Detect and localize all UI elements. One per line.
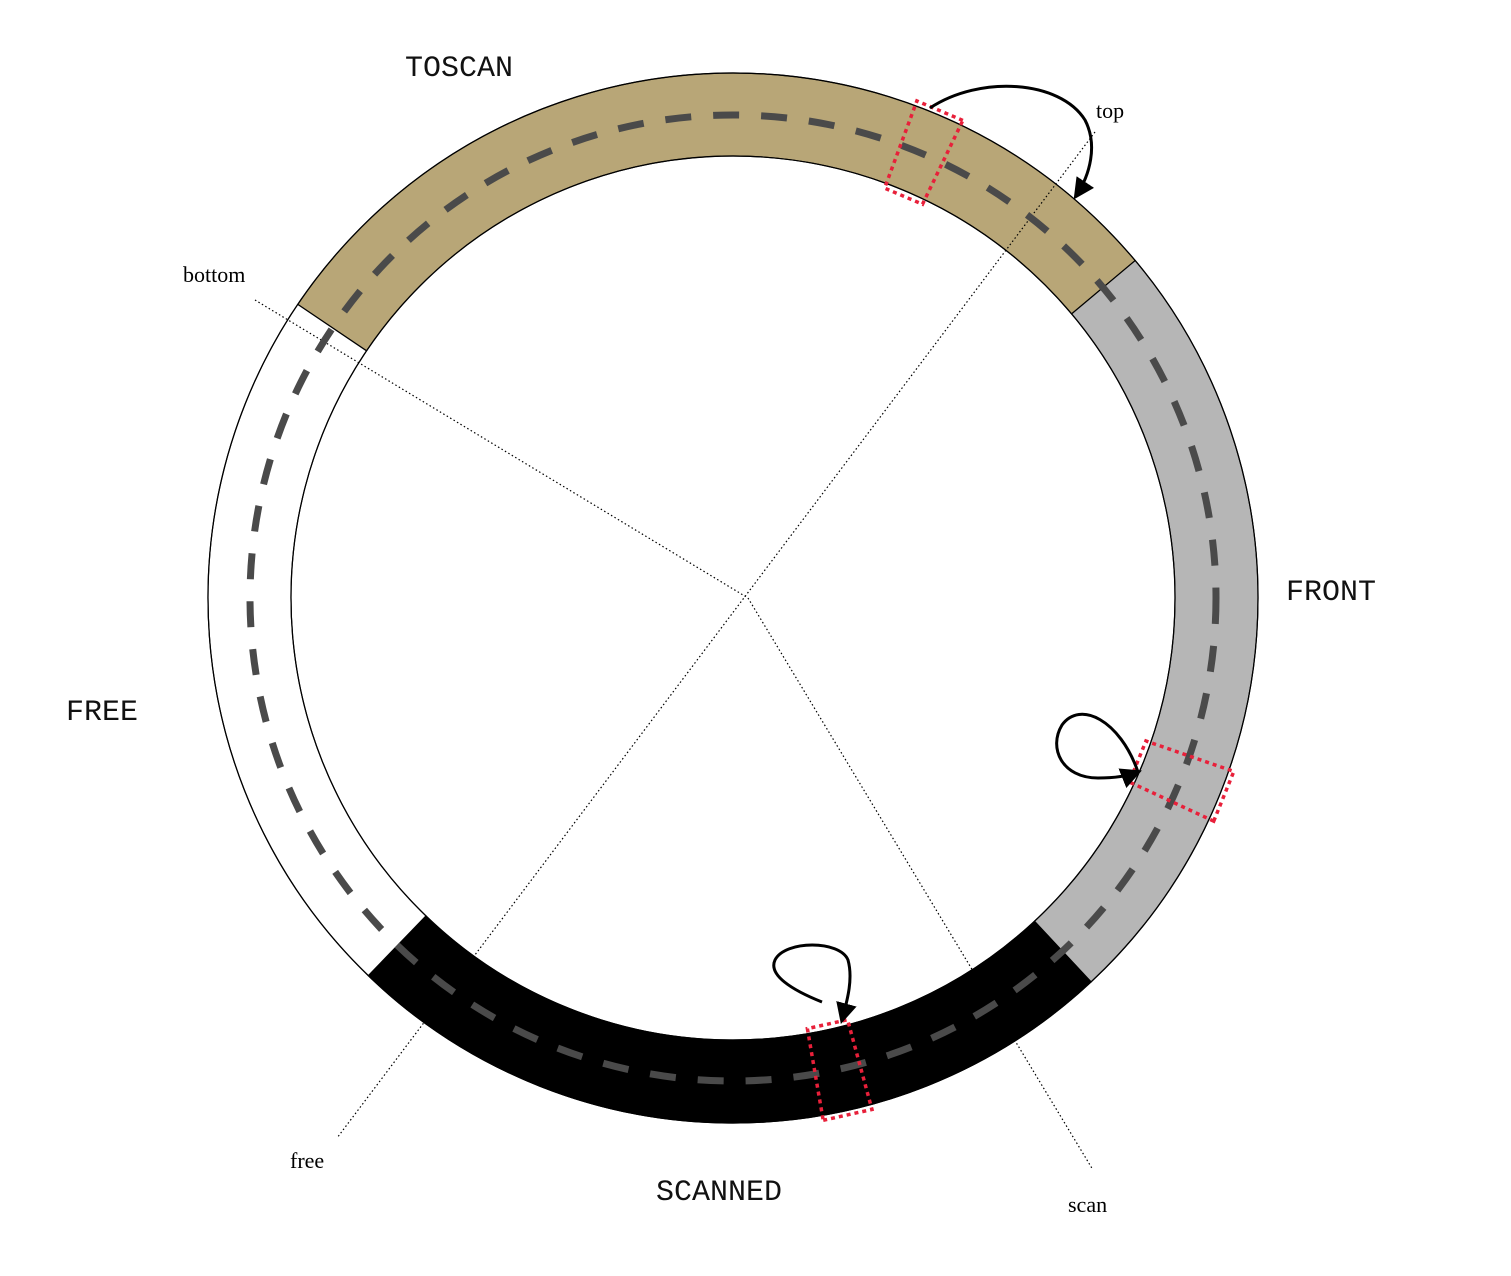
front-segment	[1033, 259, 1259, 983]
front-slot-marker	[1127, 738, 1237, 824]
dashed-track	[246, 111, 1220, 1085]
scanned-segment	[367, 915, 1092, 1124]
bottom-pointer-label: bottom	[183, 262, 245, 287]
bottom-scan-divider-line	[254, 299, 749, 599]
toscan-to-front-arrow	[929, 84, 1095, 200]
ring-outer-edge	[207, 72, 1259, 1124]
scanned-label: SCANNED	[656, 1176, 782, 1210]
toscan-label: TOSCAN	[405, 52, 513, 86]
free-label: FREE	[66, 696, 138, 730]
free-pointer-label: free	[290, 1148, 324, 1173]
free-segment	[207, 303, 427, 977]
front-self-loop-arrow	[1055, 712, 1142, 788]
scanned-self-loop-arrow	[772, 943, 857, 1025]
scan-pointer-label: scan	[1068, 1192, 1107, 1217]
ring-inner-edge	[290, 155, 1176, 1041]
front-label: FRONT	[1286, 576, 1376, 610]
top-pointer-label: top	[1096, 98, 1124, 123]
center-scan-divider-line	[747, 597, 1094, 1171]
scanned-slot-marker	[805, 1017, 875, 1123]
